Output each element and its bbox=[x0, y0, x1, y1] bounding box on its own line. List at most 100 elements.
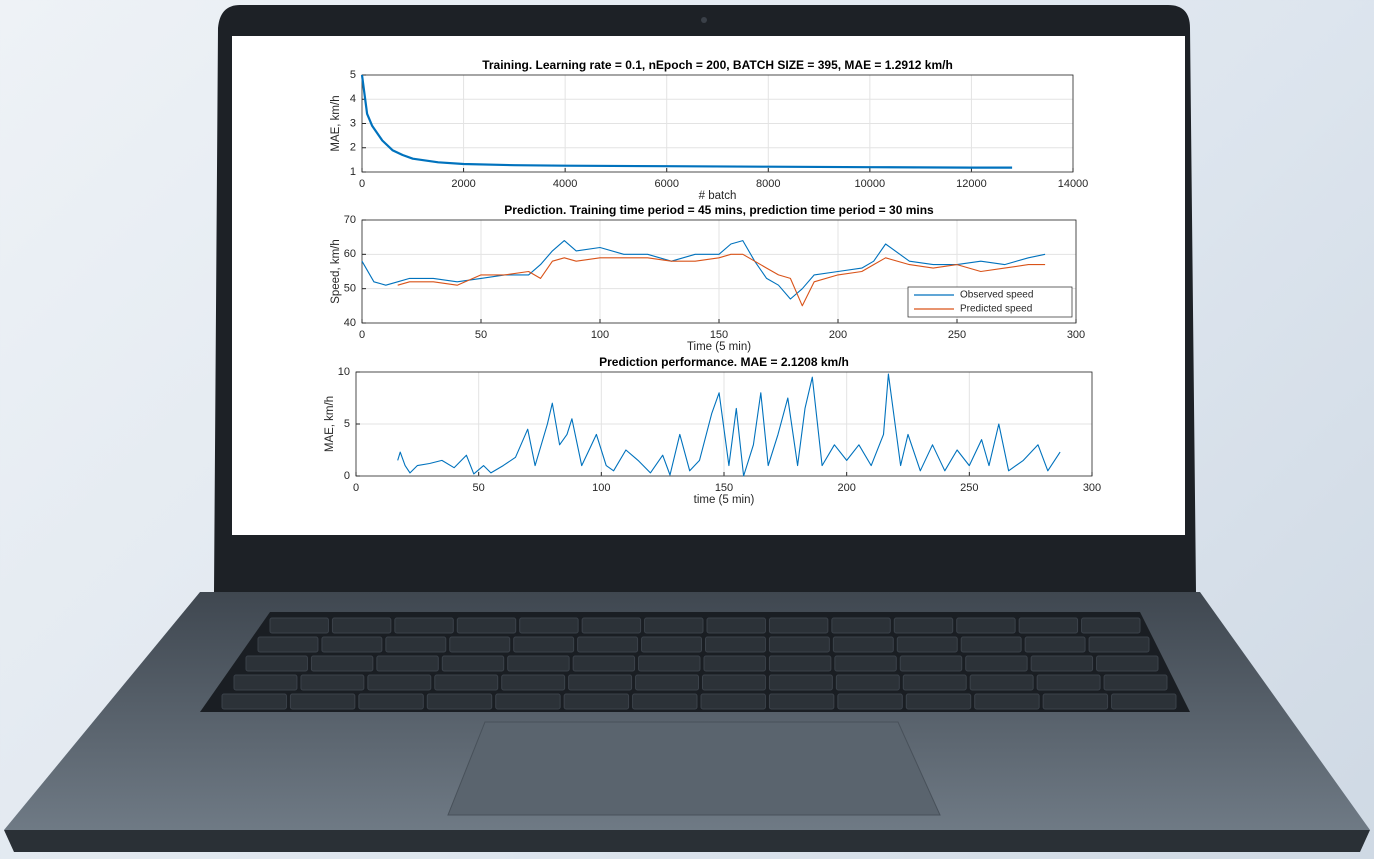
key bbox=[508, 656, 569, 671]
x-tick-label: 14000 bbox=[1058, 178, 1089, 190]
key bbox=[496, 694, 560, 709]
key bbox=[975, 694, 1039, 709]
key bbox=[395, 618, 453, 633]
key bbox=[1104, 675, 1167, 690]
key bbox=[1037, 675, 1100, 690]
y-tick-label: 2 bbox=[350, 142, 356, 154]
x-tick-label: 200 bbox=[829, 329, 847, 341]
key bbox=[450, 637, 510, 652]
key bbox=[900, 656, 961, 671]
key bbox=[514, 637, 574, 652]
x-tick-label: 200 bbox=[837, 482, 855, 494]
key bbox=[645, 618, 703, 633]
key bbox=[222, 694, 286, 709]
key bbox=[966, 656, 1027, 671]
key bbox=[836, 675, 899, 690]
key bbox=[332, 618, 390, 633]
y-axis-label: MAE, km/h bbox=[330, 95, 342, 151]
key bbox=[1082, 618, 1140, 633]
laptop-edge bbox=[4, 830, 1370, 852]
legend-label: Predicted speed bbox=[960, 304, 1032, 315]
key bbox=[290, 694, 354, 709]
key bbox=[642, 637, 702, 652]
key bbox=[301, 675, 364, 690]
x-tick-label: 50 bbox=[475, 329, 487, 341]
key bbox=[769, 618, 827, 633]
key bbox=[832, 618, 890, 633]
key bbox=[706, 637, 766, 652]
x-tick-label: 250 bbox=[960, 482, 978, 494]
y-tick-label: 4 bbox=[350, 93, 356, 105]
key bbox=[1031, 656, 1092, 671]
y-axis-label: Speed, km/h bbox=[330, 239, 342, 304]
key bbox=[234, 675, 297, 690]
x-tick-label: 10000 bbox=[855, 178, 886, 190]
x-tick-label: 100 bbox=[592, 482, 610, 494]
key bbox=[897, 637, 957, 652]
x-tick-label: 300 bbox=[1083, 482, 1101, 494]
key bbox=[502, 675, 565, 690]
x-tick-label: 0 bbox=[359, 329, 365, 341]
x-tick-label: 6000 bbox=[654, 178, 678, 190]
key bbox=[633, 694, 697, 709]
x-tick-label: 8000 bbox=[756, 178, 780, 190]
key bbox=[639, 656, 700, 671]
key bbox=[1025, 637, 1085, 652]
key bbox=[377, 656, 438, 671]
key bbox=[970, 675, 1033, 690]
key bbox=[270, 618, 328, 633]
key bbox=[246, 656, 307, 671]
key bbox=[386, 637, 446, 652]
key bbox=[457, 618, 515, 633]
key bbox=[833, 637, 893, 652]
charts: 0200040006000800010000120001400012345Tra… bbox=[324, 58, 1101, 506]
x-tick-label: 12000 bbox=[956, 178, 987, 190]
legend-label: Observed speed bbox=[960, 290, 1033, 301]
key bbox=[582, 618, 640, 633]
key bbox=[427, 694, 491, 709]
y-tick-label: 5 bbox=[344, 418, 350, 430]
trackpad bbox=[448, 722, 940, 815]
key bbox=[703, 675, 766, 690]
key bbox=[769, 675, 832, 690]
key bbox=[311, 656, 372, 671]
x-tick-label: 0 bbox=[353, 482, 359, 494]
x-tick-label: 100 bbox=[591, 329, 609, 341]
chart-title: Training. Learning rate = 0.1, nEpoch = … bbox=[482, 58, 953, 72]
x-tick-label: 150 bbox=[715, 482, 733, 494]
key bbox=[835, 656, 896, 671]
key bbox=[894, 618, 952, 633]
y-tick-label: 5 bbox=[350, 69, 356, 81]
key bbox=[769, 637, 829, 652]
y-tick-label: 3 bbox=[350, 117, 356, 129]
y-tick-label: 40 bbox=[344, 317, 356, 329]
key bbox=[769, 656, 830, 671]
key bbox=[564, 694, 628, 709]
y-tick-label: 70 bbox=[344, 214, 356, 226]
key bbox=[903, 675, 966, 690]
key bbox=[1097, 656, 1158, 671]
key bbox=[359, 694, 423, 709]
key bbox=[1112, 694, 1176, 709]
key bbox=[435, 675, 498, 690]
chart-title: Prediction performance. MAE = 2.1208 km/… bbox=[599, 355, 849, 369]
key bbox=[258, 637, 318, 652]
key bbox=[961, 637, 1021, 652]
x-tick-label: 150 bbox=[710, 329, 728, 341]
key bbox=[442, 656, 503, 671]
key bbox=[569, 675, 632, 690]
y-axis-label: MAE, km/h bbox=[324, 396, 336, 452]
key bbox=[573, 656, 634, 671]
key bbox=[957, 618, 1015, 633]
chart-title: Prediction. Training time period = 45 mi… bbox=[504, 203, 934, 217]
x-axis-label: # batch bbox=[699, 190, 737, 202]
key bbox=[1019, 618, 1077, 633]
key bbox=[707, 618, 765, 633]
key bbox=[322, 637, 382, 652]
key bbox=[906, 694, 970, 709]
x-tick-label: 4000 bbox=[553, 178, 577, 190]
y-tick-label: 1 bbox=[350, 166, 356, 178]
key bbox=[520, 618, 578, 633]
x-tick-label: 2000 bbox=[451, 178, 475, 190]
key bbox=[704, 656, 765, 671]
